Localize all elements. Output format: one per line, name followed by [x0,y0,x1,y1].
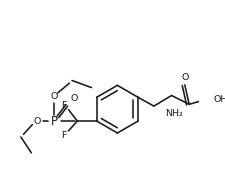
Text: P: P [51,115,58,128]
Text: O: O [181,73,189,82]
Text: F: F [61,131,67,140]
Text: O: O [70,94,77,103]
Text: F: F [61,101,67,110]
Text: OH: OH [213,95,225,104]
Text: NH₂: NH₂ [165,109,183,118]
Text: O: O [51,92,58,101]
Text: O: O [33,117,40,126]
